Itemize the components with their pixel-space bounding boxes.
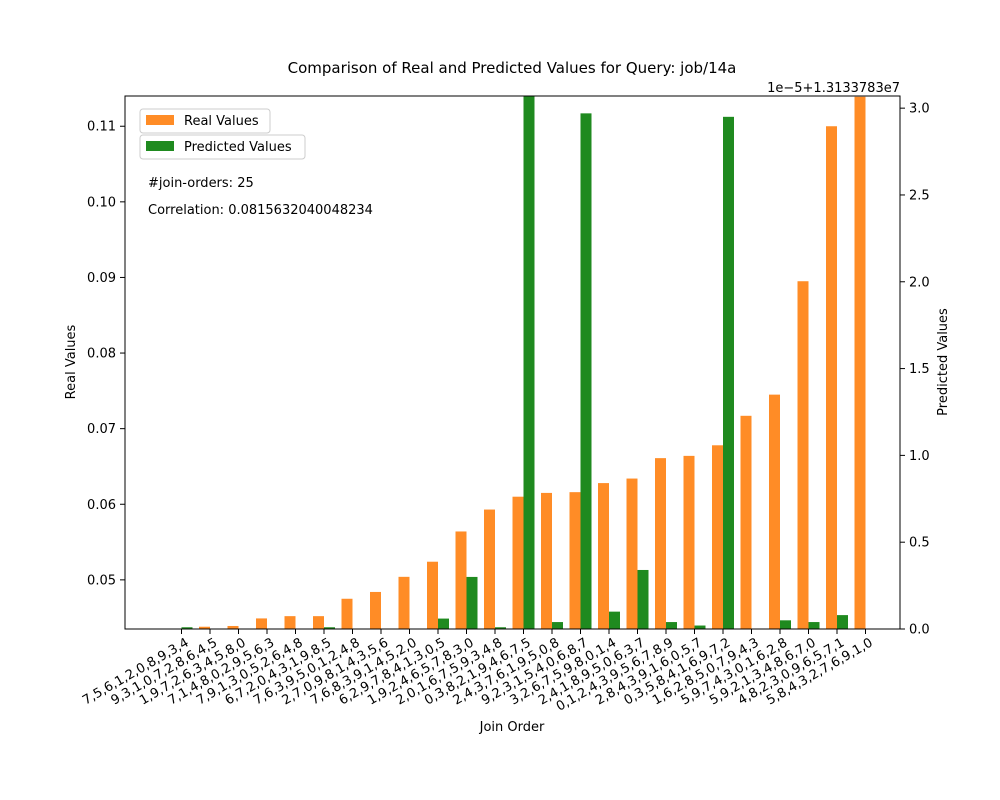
bar-real-19 <box>712 445 723 629</box>
bar-predicted-13 <box>552 622 563 629</box>
right-tick-label-0: 0.0 <box>909 623 930 638</box>
bar-real-2 <box>227 625 239 629</box>
bar-real-11 <box>484 509 495 629</box>
bar-real-4 <box>284 616 296 629</box>
bar-predicted-16 <box>637 569 649 629</box>
bar-real-15 <box>598 483 609 629</box>
bar-real-5 <box>313 616 324 629</box>
bar-real-12 <box>512 496 524 629</box>
y-axis-label-left: Real Values <box>64 324 79 399</box>
bar-real-1 <box>199 626 210 629</box>
y-axis-label-right: Predicted Values <box>936 308 951 416</box>
bar-predicted-21 <box>780 620 791 629</box>
right-axis-ticks: 0.0 0.5 1.0 1.5 2.0 2.5 3.0 <box>900 102 930 638</box>
right-tick-label-3: 1.5 <box>909 362 930 377</box>
bar-predicted-14 <box>580 113 592 630</box>
left-axis-ticks: 0.05 0.06 0.07 0.08 0.09 0.10 0.11 <box>87 120 125 588</box>
left-tick-label-6: 0.11 <box>87 120 116 135</box>
legend: Real Values Predicted Values <box>139 108 306 160</box>
right-tick-label-4: 2.0 <box>909 275 930 290</box>
bar-real-20 <box>740 415 752 629</box>
legend-entry-predicted <box>139 134 306 160</box>
bar-real-23 <box>826 126 837 630</box>
bar-real-24 <box>854 96 866 629</box>
bar-real-3 <box>256 618 267 629</box>
bar-real-13 <box>541 492 552 629</box>
left-tick-label-0: 0.05 <box>87 573 116 588</box>
bar-real-10 <box>455 531 467 629</box>
bar-predicted-12 <box>523 96 535 629</box>
left-tick-label-3: 0.08 <box>87 347 116 362</box>
annotation-join-orders: #join-orders: 25 <box>148 176 254 191</box>
chart-title: Comparison of Real and Predicted Values … <box>288 59 737 77</box>
bar-real-21 <box>769 394 780 629</box>
x-axis-ticks: 7,5,6,1,2,0,8,9,3,49,3,1,0,7,2,8,6,4,51,… <box>80 629 876 715</box>
right-tick-label-6: 3.0 <box>909 102 930 117</box>
bar-real-17 <box>655 458 666 629</box>
bar-predicted-11 <box>495 627 506 629</box>
plot-frame <box>124 95 901 630</box>
bar-real-8 <box>398 576 410 629</box>
bar-real-6 <box>341 598 353 629</box>
bar-predicted-0 <box>181 627 193 629</box>
right-axis-offset: 1e−5+1.3133783e7 <box>767 81 900 96</box>
bar-real-7 <box>370 591 381 629</box>
bar-real-14 <box>569 492 581 629</box>
left-tick-label-1: 0.06 <box>87 498 116 513</box>
right-tick-label-2: 1.0 <box>909 449 930 464</box>
annotation-correlation: Correlation: 0.0815632040048234 <box>148 203 373 218</box>
left-tick-label-2: 0.07 <box>87 422 116 437</box>
bar-predicted-22 <box>808 622 820 629</box>
bar-predicted-10 <box>466 576 478 629</box>
right-tick-label-5: 2.5 <box>909 188 930 203</box>
x-axis-label: Join Order <box>479 720 545 735</box>
bar-real-18 <box>683 455 695 629</box>
bar-predicted-9 <box>438 618 449 629</box>
bars-layer <box>181 96 866 630</box>
left-tick-label-4: 0.09 <box>87 271 116 286</box>
right-tick-label-1: 0.5 <box>909 536 930 551</box>
bar-real-22 <box>797 281 809 629</box>
bar-predicted-23 <box>837 615 848 629</box>
bar-predicted-17 <box>666 622 677 629</box>
legend-swatch-real <box>146 115 174 125</box>
bar-predicted-5 <box>324 627 335 629</box>
bar-real-9 <box>427 561 438 629</box>
bar-predicted-15 <box>609 611 620 629</box>
legend-label-real: Real Values <box>184 114 259 129</box>
legend-swatch-predicted <box>146 141 174 151</box>
bar-predicted-18 <box>694 625 706 629</box>
legend-label-predicted: Predicted Values <box>184 140 292 155</box>
bar-predicted-19 <box>723 116 734 629</box>
bar-real-16 <box>626 478 638 629</box>
left-tick-label-5: 0.10 <box>87 195 116 210</box>
